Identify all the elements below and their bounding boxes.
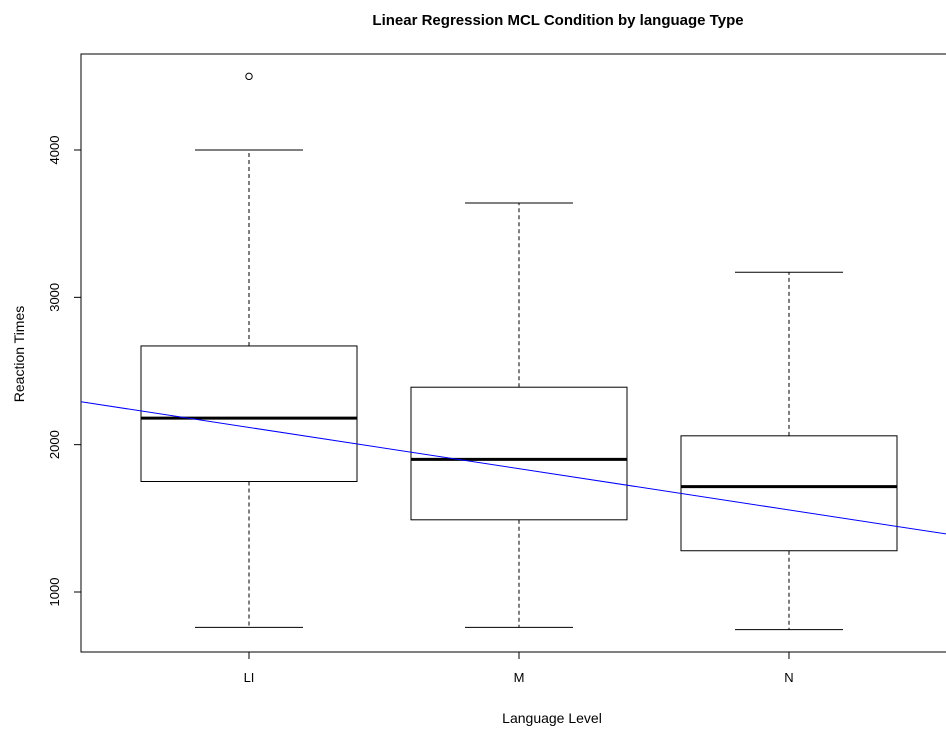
- x-tick-label: LI: [244, 670, 255, 685]
- iqr-box: [410, 386, 628, 521]
- box-N: [680, 271, 898, 631]
- iqr-box: [140, 345, 358, 482]
- regression-layer: [80, 401, 946, 535]
- y-tick-label: 4000: [47, 136, 62, 165]
- y-tick-label: 1000: [47, 578, 62, 607]
- y-tick-label: 2000: [47, 430, 62, 459]
- regression-line: [80, 401, 946, 535]
- x-axis: LI M N: [244, 652, 794, 685]
- iqr-box: [680, 435, 898, 552]
- chart-title: Linear Regression MCL Condition by langu…: [372, 12, 743, 29]
- x-tick-label: M: [514, 670, 525, 685]
- y-axis: 1000 2000 3000 4000: [47, 136, 82, 607]
- x-axis-label: Language Level: [502, 710, 602, 726]
- box-M: [410, 202, 628, 628]
- y-tick-label: 3000: [47, 283, 62, 312]
- x-tick-label: N: [784, 670, 793, 685]
- box-LI: [140, 72, 358, 628]
- boxes-layer: [140, 72, 898, 631]
- outlier-point: [245, 72, 253, 81]
- y-axis-label: Reaction Times: [11, 306, 27, 402]
